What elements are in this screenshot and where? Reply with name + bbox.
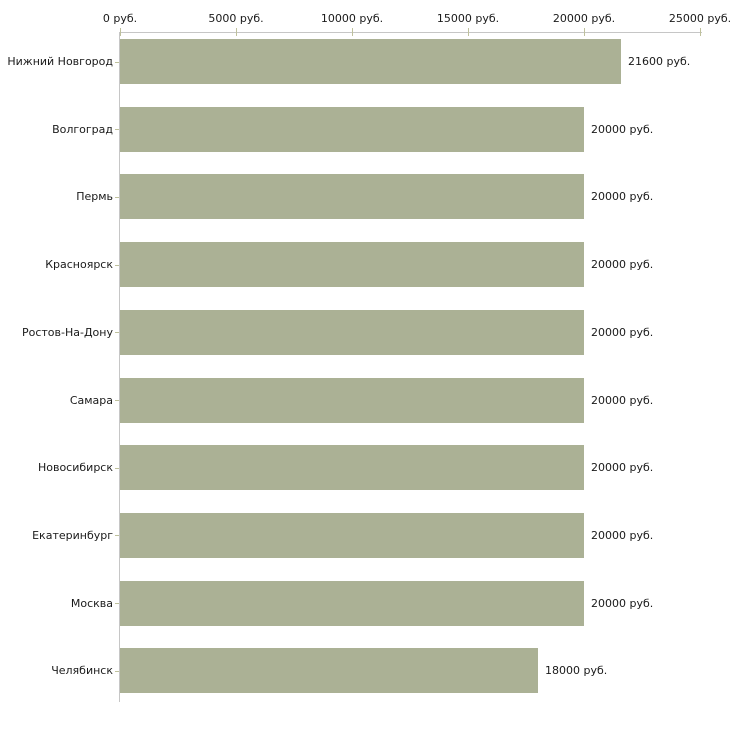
- value-label: 20000 руб.: [591, 597, 654, 610]
- y-axis-tick-mark: [115, 129, 119, 130]
- value-label: 20000 руб.: [591, 258, 654, 271]
- bar: [120, 581, 584, 626]
- bar: [120, 107, 584, 152]
- x-axis-tick-mark: [584, 28, 585, 36]
- y-axis-tick-mark: [115, 265, 119, 266]
- x-axis-tick-label: 20000 руб.: [552, 12, 616, 25]
- bar: [120, 242, 584, 287]
- bar: [120, 174, 584, 219]
- value-label: 18000 руб.: [545, 664, 608, 677]
- bar: [120, 39, 621, 84]
- category-label: Самара: [69, 394, 113, 407]
- category-label: Екатеринбург: [32, 529, 113, 542]
- x-axis-line: [120, 32, 702, 33]
- y-axis-tick-mark: [115, 671, 119, 672]
- y-axis-tick-mark: [115, 197, 119, 198]
- category-label: Пермь: [76, 190, 113, 203]
- y-axis-tick-mark: [115, 400, 119, 401]
- category-label: Челябинск: [51, 664, 113, 677]
- value-label: 21600 руб.: [628, 55, 691, 68]
- value-label: 20000 руб.: [591, 394, 654, 407]
- x-axis-tick-mark: [352, 28, 353, 36]
- x-axis-tick-mark: [468, 28, 469, 36]
- bar: [120, 513, 584, 558]
- y-axis-tick-mark: [115, 603, 119, 604]
- bar: [120, 445, 584, 490]
- x-axis-tick-mark: [236, 28, 237, 36]
- category-label: Красноярск: [45, 258, 113, 271]
- x-axis-tick-label: 15000 руб.: [436, 12, 500, 25]
- x-axis-tick-mark: [120, 28, 121, 36]
- category-label: Волгоград: [52, 123, 113, 136]
- value-label: 20000 руб.: [591, 123, 654, 136]
- value-label: 20000 руб.: [591, 326, 654, 339]
- category-label: Ростов-На-Дону: [21, 326, 113, 339]
- value-label: 20000 руб.: [591, 461, 654, 474]
- category-label: Нижний Новгород: [7, 55, 113, 68]
- bar: [120, 378, 584, 423]
- x-axis-tick-mark: [700, 28, 701, 36]
- y-axis-line: [119, 32, 120, 702]
- y-axis-tick-mark: [115, 468, 119, 469]
- category-label: Москва: [70, 597, 113, 610]
- x-axis-tick-label: 10000 руб.: [320, 12, 384, 25]
- y-axis-tick-mark: [115, 535, 119, 536]
- bar: [120, 648, 538, 693]
- y-axis-tick-mark: [115, 332, 119, 333]
- x-axis-tick-label: 25000 руб.: [668, 12, 730, 25]
- value-label: 20000 руб.: [591, 529, 654, 542]
- value-label: 20000 руб.: [591, 190, 654, 203]
- category-label: Новосибирск: [37, 461, 113, 474]
- x-axis-tick-label: 0 руб.: [102, 12, 138, 25]
- x-axis-tick-label: 5000 руб.: [208, 12, 264, 25]
- bar: [120, 310, 584, 355]
- y-axis-tick-mark: [115, 62, 119, 63]
